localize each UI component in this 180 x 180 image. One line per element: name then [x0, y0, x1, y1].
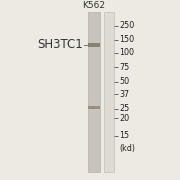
Text: 50: 50 — [120, 77, 130, 86]
Text: 20: 20 — [120, 114, 130, 123]
Text: 250: 250 — [120, 21, 135, 30]
Bar — [88, 106, 100, 109]
Text: 15: 15 — [120, 132, 130, 141]
Text: 150: 150 — [120, 35, 135, 44]
Text: K562: K562 — [82, 1, 105, 10]
Text: 37: 37 — [120, 90, 130, 99]
Text: SH3TC1: SH3TC1 — [37, 38, 83, 51]
Bar — [104, 12, 114, 172]
Bar — [88, 43, 100, 47]
Text: 100: 100 — [120, 48, 134, 57]
Text: (kd): (kd) — [120, 144, 136, 153]
Text: 75: 75 — [120, 63, 130, 72]
Bar — [88, 12, 100, 172]
Text: 25: 25 — [120, 104, 130, 113]
